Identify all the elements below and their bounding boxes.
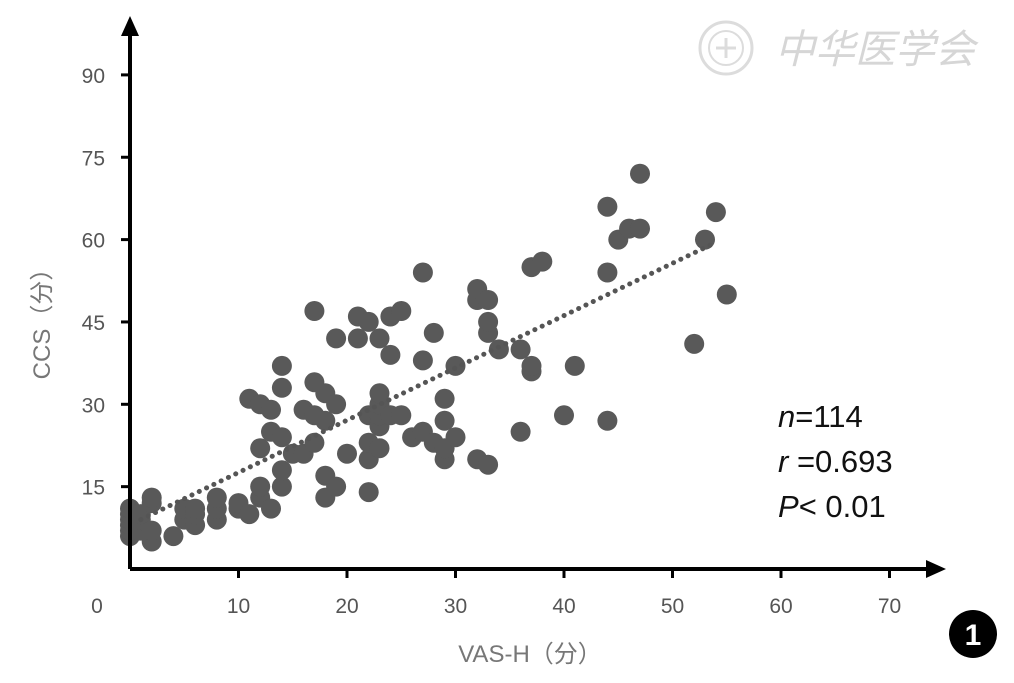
data-point [597,410,618,431]
x-axis-title: VAS-H（分） [458,641,602,668]
points-layer [120,163,737,552]
data-point [445,427,466,448]
stat-p-label: P [778,489,799,524]
data-point [684,333,705,354]
data-point [206,487,227,508]
data-point [478,311,499,332]
y-tick-label: 45 [82,312,105,335]
stat-p-value: < 0.01 [799,489,886,524]
data-point [630,218,650,239]
data-point [716,284,737,305]
data-point [705,202,726,223]
x-tick-label: 70 [878,595,901,618]
data-point [261,399,281,420]
data-point [478,290,499,310]
stat-n-label: n [778,399,795,434]
data-point [369,438,390,459]
y-axis-arrow [121,16,139,36]
x-axis-arrow [926,560,946,578]
data-point [445,355,466,376]
data-point [597,262,618,283]
data-point [412,262,433,283]
data-point [391,301,412,321]
data-point [185,498,206,519]
y-tick-label: 75 [82,147,105,170]
data-point [250,476,271,497]
data-point [271,460,292,481]
x-tick-label: 0 [91,595,103,618]
data-point [271,355,292,376]
y-tick-label: 15 [82,477,105,500]
data-point [239,504,260,525]
data-point [326,394,347,415]
data-point [261,498,281,519]
x-tick-label: 40 [552,595,575,618]
data-point [369,383,390,404]
x-tick-label: 20 [335,595,358,618]
x-ticks: 0 10 20 30 40 50 60 70 [91,569,901,618]
x-tick-label: 10 [227,595,250,618]
data-point [554,405,574,426]
data-point [597,196,618,217]
x-tick-label: 50 [661,595,684,618]
data-point [391,405,412,426]
stat-r: r =0.693 [778,444,893,479]
watermark-logo [698,20,754,76]
data-point [412,350,433,371]
stat-n: n=114 [778,399,863,434]
data-point [434,388,455,409]
data-point [141,520,162,541]
data-point [271,427,292,448]
stat-p: P< 0.01 [778,489,886,524]
x-tick-label: 60 [769,595,792,618]
data-point [358,311,379,332]
data-point [141,487,162,508]
data-point [326,328,347,349]
stat-r-label: r [778,444,790,479]
data-point [521,355,542,376]
data-point [369,328,390,349]
x-tick-label: 30 [444,595,467,618]
data-point [304,301,325,321]
data-point [337,443,357,464]
data-point [478,454,499,475]
stat-r-value: =0.693 [788,444,892,479]
data-point [326,476,347,497]
data-point [271,476,292,497]
trendline [138,239,719,523]
stat-n-value: =114 [795,399,863,434]
y-tick-label: 90 [82,65,105,88]
data-point [510,339,531,360]
data-point [380,344,401,365]
data-point [532,251,553,272]
data-point [423,322,444,343]
data-point [163,526,184,547]
panel-badge-label: 1 [965,619,982,652]
data-point [250,438,271,459]
data-point [271,377,292,398]
data-point [347,328,368,349]
watermark-text: 中华医学会 [775,27,979,73]
y-tick-label: 30 [82,394,105,417]
data-point [564,355,585,376]
data-point [434,410,455,431]
y-tick-label: 60 [82,230,105,253]
y-ticks: 15 30 45 60 75 90 [82,65,130,500]
y-axis-title: CCS（分） [29,257,56,380]
data-point [630,163,650,184]
data-point [358,482,379,503]
panel-badge [949,610,997,658]
data-point [510,421,531,442]
